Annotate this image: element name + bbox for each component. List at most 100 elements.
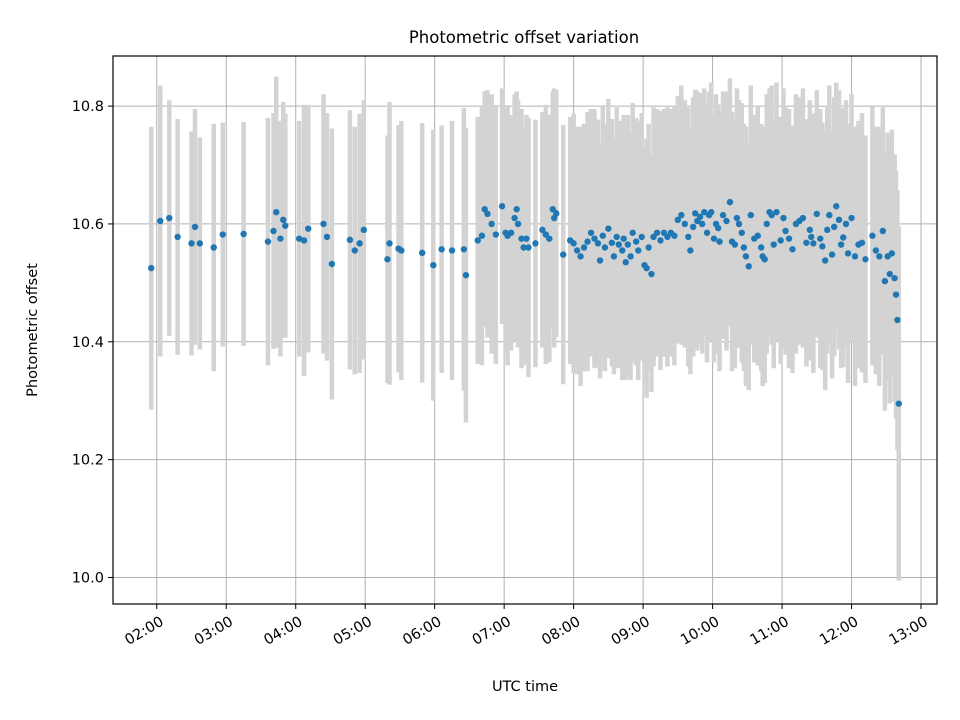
data-point — [785, 235, 793, 242]
data-point — [813, 210, 821, 218]
data-point — [460, 246, 468, 253]
data-point — [819, 243, 826, 250]
data-point — [671, 232, 678, 239]
data-point — [742, 253, 750, 260]
data-points — [148, 198, 902, 407]
x-tick-label: 03:00 — [192, 614, 236, 649]
data-point — [240, 230, 247, 238]
data-point — [594, 240, 602, 247]
data-point — [817, 235, 824, 242]
data-point — [876, 253, 883, 260]
data-point — [773, 208, 780, 216]
chart-title: Photometric offset variation — [409, 28, 639, 47]
y-axis-label: Photometric offset — [25, 263, 41, 397]
data-point — [789, 246, 796, 253]
data-point — [696, 213, 704, 221]
data-point — [738, 229, 745, 236]
data-point — [835, 216, 843, 224]
data-point — [632, 238, 640, 245]
x-tick-label: 13:00 — [887, 614, 931, 649]
errorbars — [148, 76, 902, 581]
data-point — [570, 240, 577, 247]
data-point — [462, 272, 470, 279]
data-point — [430, 261, 437, 269]
plot-frame — [112, 55, 938, 605]
data-point — [613, 233, 620, 241]
data-point — [674, 216, 682, 224]
data-point — [726, 198, 734, 206]
data-point — [685, 233, 692, 241]
data-point — [768, 211, 775, 219]
data-point — [844, 250, 852, 257]
data-point — [810, 240, 817, 247]
data-point — [498, 203, 506, 210]
data-point — [525, 244, 532, 251]
data-point — [577, 253, 584, 260]
x-tick-label: 09:00 — [609, 614, 653, 649]
data-point — [723, 217, 730, 225]
data-point — [833, 203, 840, 210]
data-point — [584, 238, 591, 245]
data-point — [657, 237, 664, 244]
data-point — [591, 235, 598, 242]
data-point — [763, 220, 770, 228]
data-point — [478, 232, 486, 239]
data-point — [894, 316, 901, 324]
data-point — [627, 253, 634, 260]
data-point — [546, 235, 553, 242]
data-point — [830, 223, 838, 231]
data-point — [895, 400, 902, 407]
data-point — [624, 241, 632, 248]
data-point — [645, 244, 652, 251]
data-point — [848, 214, 855, 222]
data-point — [808, 233, 815, 241]
x-tick-label: 04:00 — [261, 614, 305, 649]
data-point — [881, 277, 889, 285]
data-point — [601, 244, 609, 251]
data-point — [758, 244, 765, 251]
data-point — [539, 226, 546, 234]
data-point — [733, 214, 741, 222]
data-point — [360, 226, 368, 234]
data-point — [782, 227, 789, 235]
data-point — [398, 247, 405, 254]
data-point — [166, 214, 173, 222]
data-point — [273, 208, 280, 216]
data-point — [157, 217, 164, 225]
data-point — [872, 247, 880, 254]
data-point — [735, 220, 743, 228]
data-point — [587, 229, 595, 236]
data-point — [295, 235, 303, 242]
data-point — [862, 256, 869, 263]
data-point — [384, 256, 391, 263]
x-tick-label: 11:00 — [748, 614, 792, 649]
y-tick-label: 10.2 — [72, 453, 104, 469]
data-point — [448, 247, 456, 254]
data-point — [777, 237, 784, 244]
data-point — [553, 210, 560, 217]
data-point — [484, 210, 491, 218]
data-point — [643, 264, 650, 272]
data-point — [174, 233, 181, 241]
data-point — [513, 206, 520, 213]
data-point — [754, 232, 761, 239]
data-point — [605, 225, 612, 232]
y-axis-ticks: 10.0 10.2 10.4 10.6 10.8 — [72, 99, 113, 586]
data-point — [622, 259, 629, 266]
data-point — [681, 220, 688, 228]
data-point — [270, 227, 277, 235]
data-point — [328, 260, 336, 268]
data-point — [886, 270, 893, 278]
data-point — [780, 214, 787, 222]
data-point — [386, 240, 393, 247]
data-point — [282, 222, 289, 229]
data-point — [879, 227, 887, 235]
data-point — [828, 251, 836, 258]
data-point — [560, 251, 567, 258]
data-point — [219, 231, 226, 238]
data-point — [719, 211, 727, 219]
x-axis-label: UTC time — [492, 679, 558, 695]
data-point — [687, 247, 694, 254]
data-point — [210, 244, 217, 251]
